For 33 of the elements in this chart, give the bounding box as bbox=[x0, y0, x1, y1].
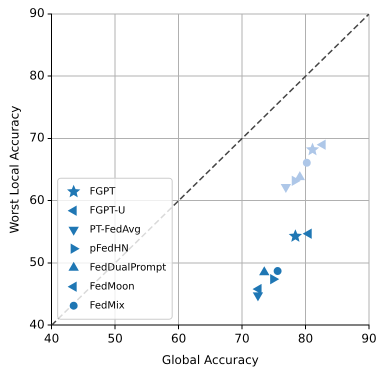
x-tick-label: 50 bbox=[107, 332, 123, 346]
y-axis-title: Worst Local Accuracy bbox=[7, 106, 22, 234]
legend-label: FedDualPrompt bbox=[90, 262, 166, 274]
legend-label: FGPT bbox=[90, 186, 116, 198]
point bbox=[317, 140, 326, 150]
y-tick-label: 50 bbox=[29, 255, 45, 270]
y-tick-label: 70 bbox=[29, 130, 45, 145]
x-tick-label: 80 bbox=[298, 332, 314, 346]
x-axis-title: Global Accuracy bbox=[162, 352, 259, 367]
point bbox=[292, 176, 300, 186]
legend-label: FedMoon bbox=[90, 281, 135, 292]
point bbox=[274, 267, 282, 276]
point bbox=[288, 229, 302, 242]
point bbox=[294, 172, 305, 180]
legend-label: FGPT-U bbox=[90, 205, 126, 216]
legend-label: FedMix bbox=[90, 300, 125, 312]
point bbox=[303, 228, 312, 239]
point bbox=[306, 142, 320, 156]
legend-label: pFedHN bbox=[90, 243, 129, 254]
point bbox=[270, 274, 279, 284]
x-tick-label: 60 bbox=[170, 332, 186, 346]
y-tick-label: 40 bbox=[29, 317, 45, 332]
point bbox=[253, 284, 262, 294]
y-tick-label: 90 bbox=[29, 6, 45, 20]
x-tick-label: 70 bbox=[234, 332, 250, 346]
y-tick-label: 80 bbox=[29, 68, 45, 82]
point bbox=[253, 292, 263, 301]
legend-label: PT-FedAvg bbox=[90, 224, 141, 236]
x-tick-label: 90 bbox=[361, 332, 377, 346]
x-tick-label: 40 bbox=[44, 332, 60, 346]
point bbox=[302, 158, 311, 167]
y-tick-label: 60 bbox=[29, 192, 45, 207]
point bbox=[259, 266, 270, 276]
